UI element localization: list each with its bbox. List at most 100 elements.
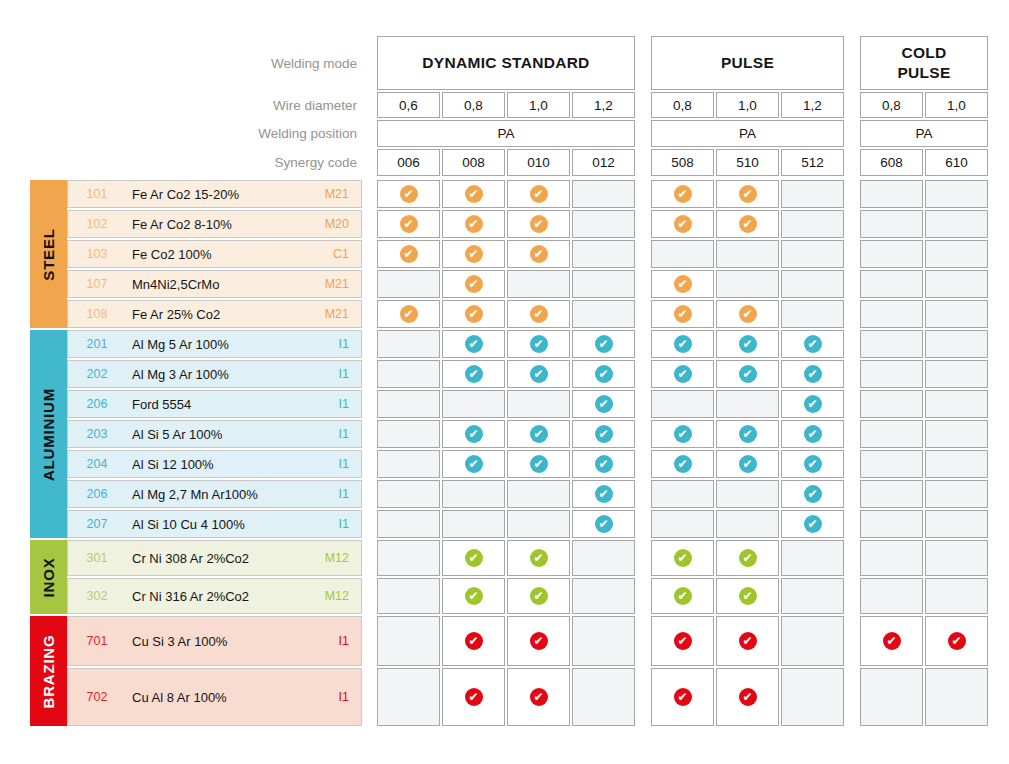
check-cell: ✔: [716, 180, 779, 208]
synergy-code-cell: 510: [716, 149, 779, 176]
check-cell: [925, 420, 988, 448]
check-cell: [925, 300, 988, 328]
material-name: Cr Ni 316 Ar 2%Co2: [126, 589, 297, 604]
checkmark-icon: ✔: [465, 305, 483, 323]
gas-code: I1: [297, 367, 361, 381]
check-cell: [377, 270, 440, 298]
checkmark-icon: ✔: [674, 455, 692, 473]
gas-code: M21: [297, 307, 361, 321]
check-cell: [925, 360, 988, 388]
checkmark-icon: ✔: [400, 185, 418, 203]
section-bar-inox: INOX: [30, 540, 67, 614]
checkmark-icon: ✔: [530, 215, 548, 233]
check-cell: [781, 668, 844, 726]
check-cell: ✔: [507, 360, 570, 388]
synergy-code-cell: 512: [781, 149, 844, 176]
check-cell: [781, 300, 844, 328]
checkmark-icon: ✔: [739, 455, 757, 473]
check-cell: [507, 510, 570, 538]
material-row: 301Cr Ni 308 Ar 2%Co2M12: [67, 540, 362, 576]
checkmark-icon: ✔: [804, 335, 822, 353]
check-cell: [572, 240, 635, 268]
checkmark-icon: ✔: [674, 215, 692, 233]
check-cell: ✔: [442, 668, 505, 726]
check-cell: ✔: [442, 616, 505, 666]
section-label: BRAZING: [40, 634, 57, 708]
checkmark-icon: ✔: [595, 515, 613, 533]
checkmark-icon: ✔: [674, 365, 692, 383]
check-cell: [925, 240, 988, 268]
check-cell: ✔: [716, 668, 779, 726]
material-row: 701Cu Si 3 Ar 100%I1: [67, 616, 362, 666]
wire-diameter-cell: 1,0: [716, 92, 779, 118]
synergy-code-cell: 508: [651, 149, 714, 176]
material-name: Fe Co2 100%: [126, 247, 297, 262]
check-cell: [925, 450, 988, 478]
checkmark-icon: ✔: [465, 425, 483, 443]
check-cell: [716, 240, 779, 268]
material-code: 207: [68, 517, 126, 531]
synergy-code-label: Synergy code: [40, 149, 357, 176]
wire-diameter-label: Wire diameter: [40, 92, 357, 118]
mode-title: PULSE: [693, 53, 802, 73]
check-cell: [572, 540, 635, 576]
checkmark-icon: ✔: [465, 688, 483, 706]
section-bar-aluminium: ALUMINIUM: [30, 330, 67, 538]
material-row: 206Ford 5554I1: [67, 390, 362, 418]
check-cell: [860, 240, 923, 268]
check-cell: ✔: [507, 180, 570, 208]
material-row: 103Fe Co2 100%C1: [67, 240, 362, 268]
wire-diameter-cell: 0,6: [377, 92, 440, 118]
check-cell: [377, 540, 440, 576]
check-cell: [716, 270, 779, 298]
check-cell: ✔: [572, 420, 635, 448]
checkmark-icon: ✔: [739, 632, 757, 650]
synergy-code-cell: 010: [507, 149, 570, 176]
checkmark-icon: ✔: [739, 185, 757, 203]
checkmark-icon: ✔: [530, 549, 548, 567]
material-name: Mn4Ni2,5CrMo: [126, 277, 297, 292]
checkmark-icon: ✔: [739, 549, 757, 567]
material-row: 107Mn4Ni2,5CrMoM21: [67, 270, 362, 298]
welding-position-cell: PA: [860, 120, 988, 147]
gas-code: I1: [297, 690, 361, 704]
check-cell: ✔: [860, 616, 923, 666]
material-name: Fe Ar 25% Co2: [126, 307, 297, 322]
material-code: 203: [68, 427, 126, 441]
check-cell: ✔: [507, 330, 570, 358]
checkmark-icon: ✔: [530, 632, 548, 650]
check-cell: [651, 240, 714, 268]
check-cell: ✔: [781, 390, 844, 418]
check-cell: [860, 270, 923, 298]
gas-code: I1: [297, 397, 361, 411]
material-name: Ford 5554: [126, 397, 297, 412]
check-cell: ✔: [651, 270, 714, 298]
welding-mode-label: Welding mode: [40, 36, 357, 90]
check-cell: [860, 480, 923, 508]
check-cell: [377, 360, 440, 388]
gas-code: I1: [297, 487, 361, 501]
check-cell: [781, 180, 844, 208]
check-cell: ✔: [781, 330, 844, 358]
checkmark-icon: ✔: [465, 549, 483, 567]
check-cell: [716, 510, 779, 538]
checkmark-icon: ✔: [465, 587, 483, 605]
check-cell: ✔: [651, 180, 714, 208]
check-cell: [860, 180, 923, 208]
material-code: 302: [68, 589, 126, 603]
checkmark-icon: ✔: [465, 275, 483, 293]
check-cell: ✔: [442, 300, 505, 328]
gas-code: M21: [297, 187, 361, 201]
gas-code: M12: [297, 589, 361, 603]
section-label: INOX: [40, 557, 57, 597]
material-code: 201: [68, 337, 126, 351]
check-cell: ✔: [925, 616, 988, 666]
check-cell: [860, 420, 923, 448]
check-cell: [860, 330, 923, 358]
check-cell: ✔: [781, 450, 844, 478]
check-cell: [925, 180, 988, 208]
material-code: 206: [68, 487, 126, 501]
material-name: Al Mg 3 Ar 100%: [126, 367, 297, 382]
checkmark-icon: ✔: [674, 549, 692, 567]
check-cell: ✔: [507, 578, 570, 614]
